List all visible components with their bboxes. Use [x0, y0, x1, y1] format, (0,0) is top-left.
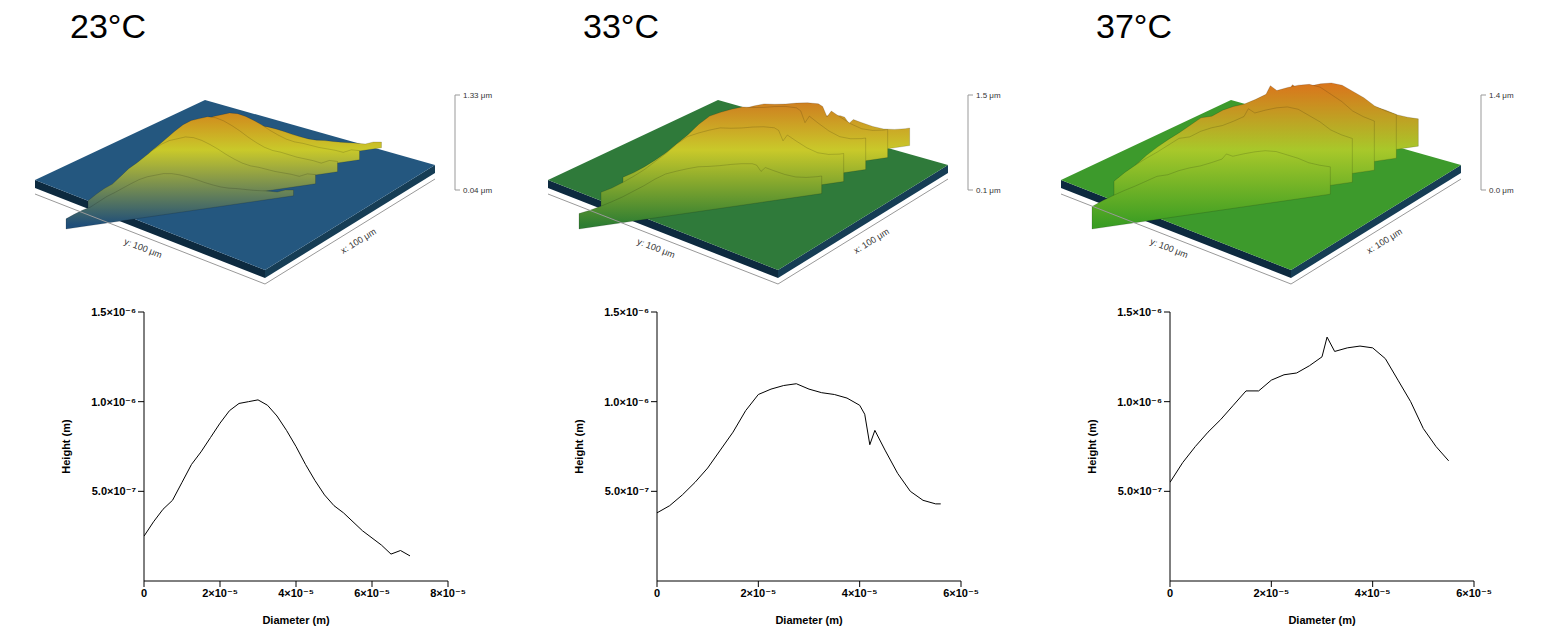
svg-text:1.33 μm: 1.33 μm [463, 91, 492, 100]
html-text:33°C: 33°C [583, 7, 659, 45]
svg-text:5.0×10⁻⁷: 5.0×10⁻⁷ [1118, 485, 1163, 497]
svg-text:0.1 μm: 0.1 μm [976, 186, 1001, 195]
svg-text:4×10⁻⁵: 4×10⁻⁵ [1355, 587, 1391, 599]
svg-text:x: 100 μm: x: 100 μm [852, 226, 891, 255]
svg-text:x: 100 μm: x: 100 μm [339, 226, 378, 255]
html-text:23°C: 23°C [70, 7, 146, 45]
svg-text:0.04 μm: 0.04 μm [463, 186, 492, 195]
svg-text:1.5×10⁻⁶: 1.5×10⁻⁶ [604, 306, 649, 318]
svg-text:2×10⁻⁵: 2×10⁻⁵ [202, 587, 238, 599]
svg-text:Height (m): Height (m) [573, 419, 585, 474]
svg-text:Diameter (m): Diameter (m) [262, 614, 330, 626]
html-text:37°C: 37°C [1096, 7, 1172, 45]
svg-text:6×10⁻⁵: 6×10⁻⁵ [1456, 587, 1492, 599]
svg-text:0: 0 [654, 587, 660, 599]
svg-text:Diameter (m): Diameter (m) [1288, 614, 1356, 626]
svg-text:1.5×10⁻⁶: 1.5×10⁻⁶ [91, 306, 136, 318]
svg-text:6×10⁻⁵: 6×10⁻⁵ [354, 587, 390, 599]
svg-text:1.5 μm: 1.5 μm [976, 91, 1001, 100]
svg-text:y: 100 μm: y: 100 μm [123, 236, 164, 260]
svg-text:6×10⁻⁵: 6×10⁻⁵ [943, 587, 979, 599]
svg-text:1.4 μm: 1.4 μm [1489, 91, 1514, 100]
svg-text:Height (m): Height (m) [60, 419, 72, 474]
svg-text:2×10⁻⁵: 2×10⁻⁵ [740, 587, 776, 599]
svg-text:0.0 μm: 0.0 μm [1489, 186, 1514, 195]
svg-text:4×10⁻⁵: 4×10⁻⁵ [842, 587, 878, 599]
svg-text:Height (m): Height (m) [1086, 419, 1098, 474]
svg-text:1.0×10⁻⁶: 1.0×10⁻⁶ [91, 396, 136, 408]
svg-text:Diameter (m): Diameter (m) [775, 614, 843, 626]
svg-text:0: 0 [141, 587, 147, 599]
svg-text:1.0×10⁻⁶: 1.0×10⁻⁶ [604, 396, 649, 408]
svg-text:5.0×10⁻⁷: 5.0×10⁻⁷ [605, 485, 650, 497]
svg-text:4×10⁻⁵: 4×10⁻⁵ [278, 587, 314, 599]
svg-text:8×10⁻⁵: 8×10⁻⁵ [430, 587, 466, 599]
svg-text:y: 100 μm: y: 100 μm [636, 236, 677, 260]
svg-text:x: 100 μm: x: 100 μm [1365, 226, 1404, 255]
svg-text:0: 0 [1167, 587, 1173, 599]
svg-text:y: 100 μm: y: 100 μm [1149, 236, 1190, 260]
svg-text:1.0×10⁻⁶: 1.0×10⁻⁶ [1117, 396, 1162, 408]
svg-text:5.0×10⁻⁷: 5.0×10⁻⁷ [92, 485, 137, 497]
svg-text:2×10⁻⁵: 2×10⁻⁵ [1253, 587, 1289, 599]
svg-text:1.5×10⁻⁶: 1.5×10⁻⁶ [1117, 306, 1162, 318]
